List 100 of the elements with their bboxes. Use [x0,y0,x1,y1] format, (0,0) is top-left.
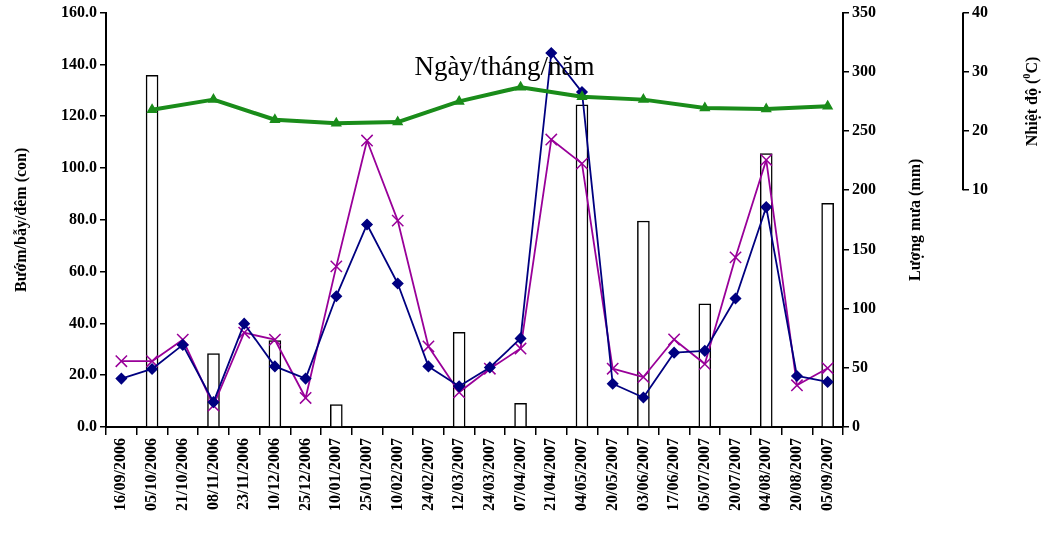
x-tick-label: 20/05/2007 [602,438,620,511]
x-tick-label: 08/11/2006 [203,438,221,511]
point [268,333,282,347]
point [515,81,526,91]
point [207,396,220,408]
point [821,361,835,375]
x-tick-label: 04/05/2007 [572,438,590,511]
x-tick-label: 25/01/2007 [357,438,375,511]
y2-axis-title: Lượng mưa (mm) [906,158,925,281]
x-tick-label: 21/10/2006 [172,438,190,511]
point [299,391,313,405]
point [331,117,342,127]
point [269,114,280,123]
point [699,345,711,357]
point [822,100,833,110]
x-tick-label: 10/02/2007 [387,438,405,511]
y2-tick-label: 100 [852,298,876,316]
y-tick-label: 100.0 [61,158,97,176]
y-tick-label: 20.0 [69,365,97,383]
y-tick-label: 40.0 [69,313,97,331]
x-tick-label: 24/03/2007 [479,438,497,511]
point [115,372,128,385]
x-tick-label: 04/08/2007 [756,438,774,511]
x-tick-label: 10/12/2006 [265,438,283,511]
point [176,333,190,347]
point [575,157,589,170]
point [761,103,772,113]
point [636,370,650,384]
point [606,362,620,376]
point [698,357,712,371]
point [146,363,158,375]
y-tick-label: 120.0 [61,106,97,124]
y2-tick-label: 50 [852,357,868,375]
point [544,133,558,146]
point [146,103,158,113]
point [114,354,128,368]
y-tick-label: 160.0 [61,2,97,20]
point [177,339,189,351]
point [729,292,742,305]
y3-tick-label: 40 [972,2,988,20]
point [729,250,742,264]
x-tick-label: 17/06/2007 [664,438,682,511]
point [422,360,435,373]
point [514,332,527,345]
x-tick-label: 03/06/2007 [633,438,651,511]
y2-tick-label: 200 [852,180,876,198]
point [145,354,159,368]
y-axis-title: Bướm/bẫy/đêm (con) [12,147,31,292]
point [392,116,403,126]
point [299,372,312,385]
x-tick-label: 25/12/2006 [295,438,313,511]
point [237,326,251,340]
y-tick-label: 140.0 [61,54,97,72]
point [391,214,405,227]
point [638,93,649,103]
y-tick-label: 0.0 [77,417,97,435]
x-tick-label: 20/08/2007 [787,438,805,511]
point [759,153,773,167]
point [760,201,772,213]
x-tick-label: 12/03/2007 [449,438,467,511]
point [422,340,435,353]
x-tick-label: 05/07/2007 [694,438,712,511]
y2-tick-label: 0 [852,417,860,435]
y-tick-label: 60.0 [69,261,97,279]
x-tick-label: 23/11/2006 [234,438,252,511]
x-tick-label: 05/09/2007 [817,438,835,511]
y2-tick-label: 350 [852,2,876,20]
x-tick-label: 10/01/2007 [326,438,344,511]
point [821,376,834,388]
y-tick-label: 80.0 [69,209,97,227]
point [238,317,250,330]
point [606,378,619,390]
x-tick-label: 07/04/2007 [510,438,528,511]
point [330,290,343,302]
y3-tick-label: 20 [972,121,988,139]
point [360,134,374,147]
point [668,346,680,359]
point [790,378,804,392]
x-tick-label: 05/10/2006 [142,438,160,511]
y3-tick-label: 10 [972,180,988,198]
point [453,380,465,393]
y3-tick-label: 30 [972,61,988,79]
point [514,342,527,355]
point [637,391,650,404]
point [452,385,466,399]
point [576,90,588,100]
point [667,333,681,346]
y2-tick-label: 300 [852,61,876,79]
point [791,370,803,382]
point [699,102,710,112]
y2-tick-label: 250 [852,121,876,139]
point [329,260,343,273]
x-tick-label: 20/07/2007 [725,438,743,511]
point [269,360,281,373]
y3-axis-title: Nhiệt độ (0C) [1021,56,1042,147]
x-tick-label: 21/04/2007 [541,438,559,511]
point [454,95,465,105]
x-tick-label: 24/02/2007 [418,438,436,511]
point [391,277,404,290]
point [361,218,373,231]
